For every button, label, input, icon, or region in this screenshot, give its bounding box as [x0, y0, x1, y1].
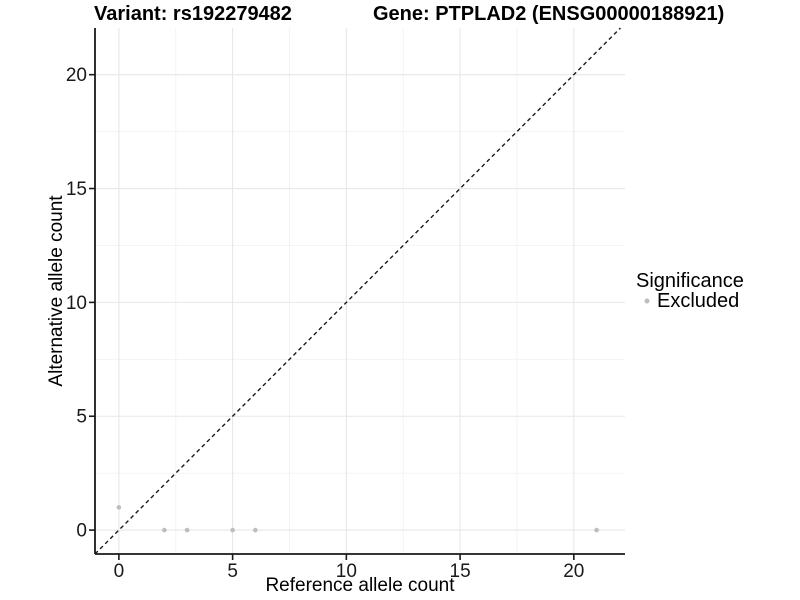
- y-tick-label: 10: [66, 293, 87, 314]
- y-axis-title: Alternative allele count: [46, 195, 67, 387]
- x-tick-label: 10: [336, 561, 357, 582]
- y-tick-label: 20: [66, 65, 87, 86]
- data-point: [253, 527, 258, 533]
- identity-line: [94, 27, 621, 555]
- data-point: [184, 527, 190, 533]
- x-axis-ticks: 0 5 10 15 20: [114, 554, 584, 582]
- legend: Significance Excluded: [636, 270, 744, 312]
- axis-lines: [94, 28, 625, 555]
- legend-key-dot-icon: [644, 298, 650, 304]
- plot-title-gene: Gene: PTPLAD2 (ENSG00000188921): [373, 3, 724, 25]
- data-point: [162, 527, 167, 533]
- y-tick-label: 0: [76, 521, 87, 542]
- identity-reference-line: [94, 27, 621, 555]
- y-axis-ticks: 0 5 10 15 20: [66, 65, 95, 542]
- data-point: [230, 527, 235, 533]
- data-point: [594, 527, 599, 533]
- data-point: [116, 505, 122, 510]
- y-tick-label: 5: [76, 407, 87, 428]
- x-tick-label: 15: [450, 561, 471, 582]
- legend-title: Significance: [636, 270, 744, 292]
- x-tick-label: 5: [227, 561, 238, 582]
- y-tick-label: 15: [66, 179, 87, 200]
- x-tick-label: 20: [563, 561, 584, 582]
- legend-item-excluded: Excluded: [657, 290, 739, 312]
- data-points: [116, 505, 599, 533]
- minor-gridlines: [95, 28, 625, 554]
- major-gridlines: [95, 28, 625, 554]
- plot-title-variant: Variant: rs192279482: [94, 3, 292, 25]
- x-tick-label: 0: [114, 561, 125, 582]
- x-axis-title: Reference allele count: [265, 575, 455, 596]
